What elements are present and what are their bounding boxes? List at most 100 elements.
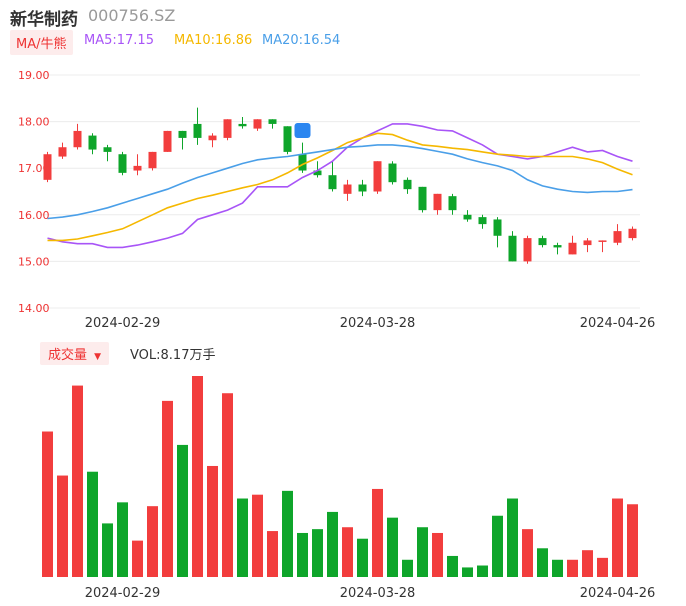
- volume-bar: [312, 529, 323, 577]
- volume-bar: [492, 515, 503, 577]
- volume-bar: [507, 498, 518, 577]
- ma-line-ma20: [47, 144, 633, 220]
- volume-bar: [282, 490, 293, 577]
- volume-bar: [462, 567, 473, 577]
- candle-body: [148, 151, 157, 169]
- volume-bar: [372, 488, 383, 577]
- candle-body: [88, 135, 97, 150]
- price-chart[interactable]: 19.00 18.00 17.00 16.00 15.00 14.00 2024-02-29…: [0, 0, 686, 330]
- volume-bar: [342, 527, 353, 577]
- candle-body: [373, 161, 382, 192]
- volume-bar: [177, 444, 188, 577]
- caret-down-icon: ▼: [94, 352, 102, 362]
- volume-bar: [222, 393, 233, 577]
- volume-chart[interactable]: 2024-02-29 2024-03-28 2024-04-26: [0, 336, 686, 606]
- x-tick-label: 2024-02-29: [85, 316, 161, 330]
- candle-body: [448, 196, 457, 211]
- y-tick-label: 17.00: [18, 162, 50, 175]
- volume-bar: [447, 555, 458, 577]
- candle-body: [313, 170, 322, 176]
- volume-bar: [237, 498, 248, 577]
- volume-bar: [42, 431, 53, 577]
- ma-line-ma10: [47, 132, 633, 242]
- volume-bar: [612, 498, 623, 577]
- y-tick-label: 16.00: [18, 209, 50, 222]
- candle-body: [478, 217, 487, 225]
- candle-body: [43, 154, 52, 180]
- volume-bar: [132, 540, 143, 577]
- candle-body: [253, 119, 262, 129]
- y-tick-label: 18.00: [18, 116, 50, 129]
- candle-body: [613, 231, 622, 243]
- volume-bar: [567, 559, 578, 577]
- stock-code: 000756.SZ: [88, 6, 176, 25]
- volume-bar: [537, 548, 548, 577]
- volume-bar: [327, 511, 338, 577]
- y-tick-label: 19.00: [18, 69, 50, 82]
- candle-body: [208, 135, 217, 141]
- candle-body: [568, 242, 577, 255]
- x-tick-label: 2024-03-28: [340, 316, 416, 330]
- volume-bar: [102, 523, 113, 577]
- candle-body: [328, 175, 337, 190]
- volume-bar: [597, 557, 608, 577]
- x-tick-label: 2024-04-26: [580, 316, 656, 330]
- candle-body: [103, 147, 112, 152]
- volume-bar: [162, 400, 173, 577]
- candle-body: [298, 154, 307, 171]
- volume-bar: [252, 494, 263, 577]
- candle-body: [508, 235, 517, 262]
- candle-body: [418, 186, 427, 211]
- volume-bar: [432, 532, 443, 577]
- candle-body: [493, 219, 502, 236]
- volume-bar: [552, 559, 563, 577]
- stock-name: 新华制药: [10, 10, 78, 30]
- ma-line-ma5: [47, 123, 633, 249]
- candle-body: [133, 165, 142, 171]
- volume-bar: [417, 527, 428, 577]
- volume-value: VOL:8.17万手: [130, 348, 216, 363]
- volume-bar: [87, 471, 98, 577]
- x-tick-label: 2024-03-28: [340, 586, 416, 601]
- x-tick-label: 2024-04-26: [580, 586, 656, 601]
- candle-body: [268, 119, 277, 124]
- volume-bar: [627, 504, 638, 577]
- volume-bar: [192, 376, 203, 577]
- y-tick-label: 14.00: [18, 302, 50, 315]
- volume-bar: [72, 385, 83, 577]
- marker-icon-body: [294, 123, 311, 138]
- candle-body: [283, 126, 292, 152]
- volume-bar: [387, 517, 398, 577]
- candle-body: [343, 184, 352, 194]
- volume-bar: [57, 475, 68, 577]
- volume-bar: [402, 559, 413, 577]
- volume-bar: [117, 502, 128, 577]
- volume-bar: [267, 531, 278, 577]
- candle-body: [58, 147, 67, 157]
- candle-body: [598, 240, 607, 242]
- volume-toggle-label: 成交量: [48, 348, 88, 363]
- candle-body: [118, 154, 127, 173]
- candle-body: [178, 130, 187, 138]
- x-tick-label: 2024-02-29: [85, 586, 161, 601]
- volume-bar: [147, 506, 158, 577]
- ma10-legend: MA10:16.86: [174, 33, 253, 48]
- ma-toggle-button[interactable]: MA/牛熊: [10, 30, 73, 55]
- volume-bar: [297, 532, 308, 577]
- candle-body: [583, 240, 592, 246]
- y-tick-label: 15.00: [18, 255, 50, 268]
- ma20-legend: MA20:16.54: [262, 33, 341, 48]
- candle-body: [358, 184, 367, 192]
- candle-body: [433, 193, 442, 211]
- candle-body: [553, 245, 562, 248]
- candle-body: [523, 238, 532, 262]
- volume-toggle-button[interactable]: 成交量 ▼: [40, 342, 110, 365]
- marker-icon: [294, 123, 311, 138]
- candle-body: [238, 123, 247, 127]
- candle-body: [463, 214, 472, 220]
- ma5-legend: MA5:17.15: [84, 33, 154, 48]
- volume-bar: [522, 529, 533, 577]
- candle-body: [388, 163, 397, 183]
- volume-bar: [582, 550, 593, 577]
- candle-body: [223, 119, 232, 138]
